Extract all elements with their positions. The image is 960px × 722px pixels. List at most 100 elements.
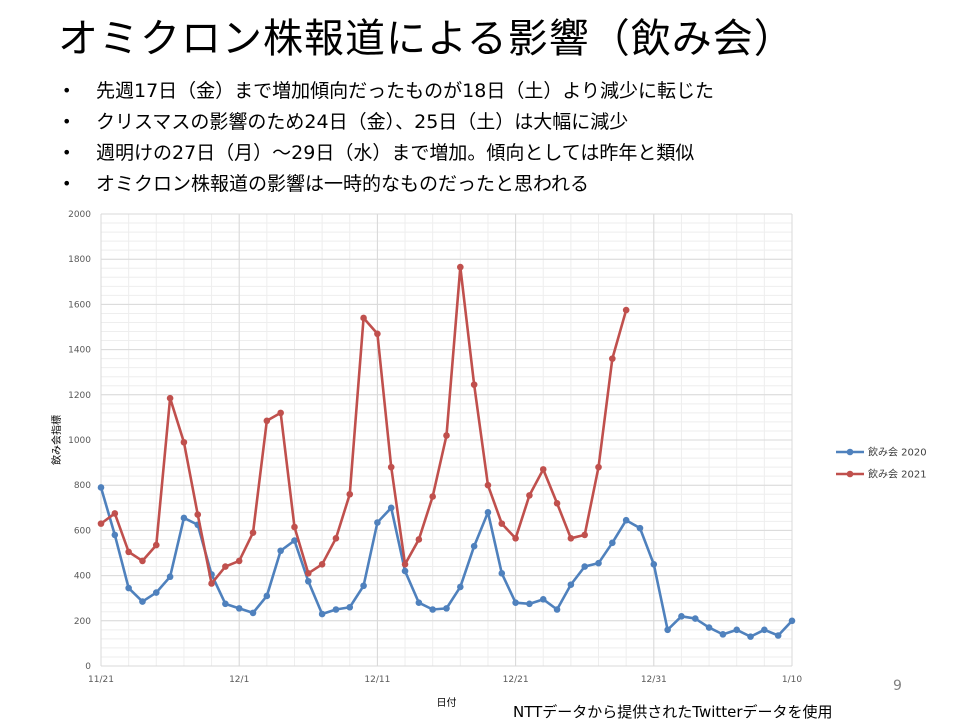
data-point xyxy=(512,599,519,607)
data-point xyxy=(387,504,395,512)
data-point xyxy=(166,573,174,581)
legend-marker xyxy=(846,448,854,456)
data-point xyxy=(774,632,782,639)
major-gridlines xyxy=(100,213,793,667)
data-point xyxy=(581,531,588,539)
x-axis-ticks: 11/21 12/1 12/11 12/21 12/31 1/10 xyxy=(88,675,802,685)
data-point xyxy=(553,606,561,613)
data-point xyxy=(277,409,284,417)
data-point xyxy=(305,577,312,585)
series-1 xyxy=(97,484,796,640)
x-tick-label: 11/21 xyxy=(88,675,114,685)
data-point xyxy=(125,548,132,556)
data-point xyxy=(705,624,713,631)
data-point xyxy=(332,535,340,542)
data-point xyxy=(609,539,616,547)
data-point xyxy=(567,581,575,588)
y-tick-label: 0 xyxy=(85,662,91,672)
data-point xyxy=(609,355,616,362)
series-line xyxy=(99,487,793,638)
data-point xyxy=(139,598,146,605)
data-point xyxy=(484,481,492,489)
data-point xyxy=(443,605,450,612)
data-point xyxy=(111,531,119,539)
data-point xyxy=(650,561,658,568)
chart-legend: 飲み会 2020 飲み会 2021 xyxy=(836,446,927,481)
x-tick-label: 12/21 xyxy=(503,675,529,685)
data-point xyxy=(539,596,547,603)
data-point xyxy=(733,626,741,634)
data-point xyxy=(484,509,492,516)
y-tick-label: 2000 xyxy=(68,210,91,220)
data-point xyxy=(498,520,506,527)
source-note: NTTデータから提供されたTwitterデータを使用 xyxy=(513,703,833,721)
data-point xyxy=(139,557,146,565)
data-point xyxy=(263,592,271,600)
data-point xyxy=(249,529,257,536)
data-point xyxy=(374,519,381,526)
y-axis-ticks: 0 200 400 600 800 1000 1200 1400 1600 1800 2000 xyxy=(68,210,91,672)
data-point xyxy=(374,330,381,338)
bullet-item: • クリスマスの影響のため24日（金）、25日（土）は大幅に減少 xyxy=(62,109,714,140)
data-point xyxy=(97,520,105,527)
legend-label: 飲み会 2020 xyxy=(868,446,927,459)
data-point xyxy=(332,606,340,613)
series-layer xyxy=(97,263,796,640)
data-point xyxy=(719,631,727,638)
bullet-text: 週明けの27日（月）～29日（水）まで増加。傾向としては昨年と類似 xyxy=(96,142,695,164)
data-point xyxy=(111,510,119,517)
data-point xyxy=(622,306,630,314)
x-tick-label: 12/1 xyxy=(229,675,249,685)
bullet-text: 先週17日（金）まで増加傾向だったものが18日（土）より減少に転じた xyxy=(96,80,714,102)
y-tick-label: 600 xyxy=(74,526,91,536)
x-axis-title: 日付 xyxy=(437,696,457,709)
data-point xyxy=(152,589,160,596)
bullet-marker: • xyxy=(62,81,72,100)
y-tick-label: 1000 xyxy=(68,436,91,446)
data-point xyxy=(180,438,188,446)
bullet-marker: • xyxy=(62,112,72,131)
y-tick-label: 400 xyxy=(74,572,91,582)
y-tick-label: 200 xyxy=(74,617,91,627)
data-point xyxy=(415,536,423,543)
data-point xyxy=(553,499,561,507)
data-point xyxy=(401,561,409,568)
data-point xyxy=(470,542,478,550)
bullet-item: • 週明けの27日（月）～29日（水）まで増加。傾向としては昨年と類似 xyxy=(62,140,714,171)
data-point xyxy=(97,484,105,491)
data-point xyxy=(360,582,367,590)
legend-item: 飲み会 2021 xyxy=(836,468,927,481)
data-point xyxy=(567,535,575,542)
data-point xyxy=(761,626,768,634)
data-point xyxy=(595,559,602,567)
data-point xyxy=(152,541,160,549)
y-tick-label: 1800 xyxy=(68,255,91,265)
data-point xyxy=(526,600,533,608)
data-point xyxy=(581,563,588,570)
y-axis-title: 飲み会指標 xyxy=(50,415,63,465)
bullet-item: • オミクロン株報道の影響は一時的なものだったと思われる xyxy=(62,171,714,202)
legend-marker xyxy=(846,470,854,478)
bullet-item: • 先週17日（金）まで増加傾向だったものが18日（土）より減少に転じた xyxy=(62,78,714,109)
series-2 xyxy=(97,263,630,587)
data-point xyxy=(401,567,409,575)
data-point xyxy=(691,615,699,622)
data-point xyxy=(346,490,354,498)
line-chart: 0 200 400 600 800 1000 1200 1400 1600 1800 2000 11… xyxy=(50,210,927,709)
data-point xyxy=(457,583,464,591)
data-point xyxy=(429,606,436,613)
x-tick-label: 12/11 xyxy=(364,675,390,685)
bullet-marker: • xyxy=(62,143,72,162)
data-point xyxy=(360,314,367,322)
data-point xyxy=(222,600,229,608)
y-tick-label: 800 xyxy=(74,481,91,491)
x-tick-label: 12/31 xyxy=(641,675,667,685)
data-point xyxy=(664,626,671,634)
data-point xyxy=(788,617,796,625)
bullet-text: クリスマスの影響のため24日（金）、25日（土）は大幅に減少 xyxy=(96,111,629,133)
data-point xyxy=(291,537,298,544)
data-point xyxy=(457,263,464,271)
legend-item: 飲み会 2020 xyxy=(836,446,927,459)
data-point xyxy=(747,633,754,640)
page-number: 9 xyxy=(893,678,902,694)
